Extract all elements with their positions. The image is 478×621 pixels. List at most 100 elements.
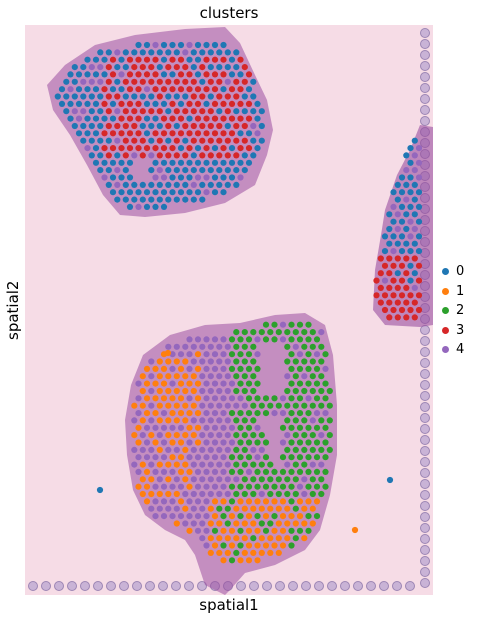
fiducial-bead (420, 369, 430, 379)
spot-cluster-0 (148, 49, 155, 56)
spot-cluster-4 (199, 461, 206, 468)
spot-cluster-2 (318, 343, 325, 350)
spot-cluster-0 (224, 64, 231, 71)
spot-cluster-2 (250, 417, 257, 424)
spot-cluster-0 (407, 277, 414, 284)
spot-cluster-2 (241, 373, 248, 380)
spot-cluster-3 (173, 137, 180, 144)
spot-cluster-4 (194, 527, 202, 534)
spot-cluster-4 (220, 424, 227, 431)
fiducial-bead (420, 468, 430, 478)
fiducial-bead (119, 581, 129, 591)
spot-cluster-2 (237, 336, 244, 343)
spot-cluster-3 (122, 78, 129, 85)
spot-cluster-2 (245, 351, 253, 358)
spot-cluster-3 (131, 137, 138, 144)
spot-cluster-4 (160, 483, 168, 490)
spot-cluster-4 (313, 351, 321, 358)
spot-cluster-4 (177, 351, 185, 358)
spot-cluster-3 (203, 71, 210, 78)
spot-cluster-1 (182, 461, 189, 468)
spot-cluster-0 (203, 159, 210, 166)
spot-cluster-0 (152, 203, 159, 210)
spot-cluster-2 (284, 490, 291, 498)
spot-cluster-4 (322, 410, 329, 417)
spot-cluster-3 (105, 93, 112, 100)
spot-cluster-1 (241, 535, 248, 542)
spot-cluster-4 (156, 432, 163, 439)
spot-cluster-4 (390, 203, 397, 210)
spot-cluster-0 (92, 71, 100, 78)
spot-cluster-3 (398, 292, 406, 299)
spot-cluster-2 (322, 439, 329, 446)
spot-cluster-1 (152, 365, 159, 372)
fiducial-bead (353, 581, 363, 591)
spot-cluster-4 (135, 454, 142, 461)
spot-cluster-3 (173, 64, 180, 71)
spot-cluster-2 (313, 513, 321, 520)
spot-cluster-0 (109, 174, 117, 181)
spot-cluster-4 (403, 196, 410, 203)
spot-cluster-3 (135, 115, 142, 122)
spot-cluster-3 (245, 100, 253, 107)
spot-cluster-3 (105, 122, 112, 130)
spot-cluster-4 (203, 380, 210, 387)
spot-cluster-1 (233, 520, 240, 527)
spot-cluster-0 (207, 167, 214, 174)
spot-cluster-3 (156, 152, 163, 159)
spot-cluster-3 (377, 284, 384, 291)
spot-cluster-1 (182, 358, 189, 365)
spot-cluster-2 (318, 446, 325, 453)
spot-cluster-0 (403, 211, 410, 218)
legend-label: 3 (456, 322, 465, 338)
spot-cluster-4 (207, 402, 214, 409)
spot-cluster-1 (245, 513, 253, 520)
spot-cluster-1 (177, 468, 185, 475)
spot-cluster-1 (165, 358, 172, 365)
spot-cluster-3 (186, 145, 193, 152)
fiducial-bead (420, 457, 430, 467)
spot-cluster-4 (114, 137, 121, 144)
spot-cluster-1 (216, 535, 223, 542)
spot-cluster-2 (245, 454, 253, 461)
fiducial-bead (420, 490, 430, 500)
spot-cluster-1 (211, 498, 219, 505)
spot-cluster-0 (415, 233, 423, 240)
spot-cluster-0 (194, 56, 202, 63)
spot-cluster-4 (216, 446, 223, 453)
spot-cluster-4 (211, 454, 219, 461)
spot-cluster-1 (279, 542, 287, 549)
spot-cluster-0 (71, 122, 78, 130)
spot-cluster-2 (313, 424, 321, 431)
spot-cluster-4 (279, 410, 287, 417)
chart-title: clusters (199, 4, 259, 22)
spot-cluster-0 (390, 233, 397, 240)
spot-cluster-2 (237, 410, 244, 417)
spot-cluster-4 (207, 358, 214, 365)
spot-cluster-3 (152, 145, 159, 152)
spot-cluster-1 (143, 380, 151, 387)
spot-cluster-2 (237, 365, 244, 372)
spot-cluster-3 (143, 145, 151, 152)
spot-cluster-0 (114, 64, 121, 71)
spot-cluster-2 (262, 483, 270, 490)
spot-cluster-3 (169, 56, 176, 63)
fiducial-bead (67, 581, 77, 591)
spot-cluster-3 (220, 56, 227, 63)
spot-cluster-0 (160, 159, 168, 166)
spot-cluster-1 (275, 520, 282, 527)
spot-cluster-1 (254, 542, 261, 549)
spot-cluster-3 (203, 56, 210, 63)
spot-cluster-1 (182, 432, 189, 439)
spot-cluster-4 (411, 167, 418, 174)
spot-cluster-1 (271, 527, 278, 534)
legend-item-1: 1 (442, 282, 464, 302)
spot-cluster-4 (284, 373, 291, 380)
spot-cluster-4 (216, 432, 223, 439)
spot-cluster-2 (250, 358, 257, 365)
spot-cluster-1 (237, 557, 244, 564)
spot-cluster-3 (160, 145, 168, 152)
spot-cluster-2 (288, 380, 295, 387)
spot-cluster-1 (160, 380, 168, 387)
spot-cluster-0 (415, 189, 423, 196)
